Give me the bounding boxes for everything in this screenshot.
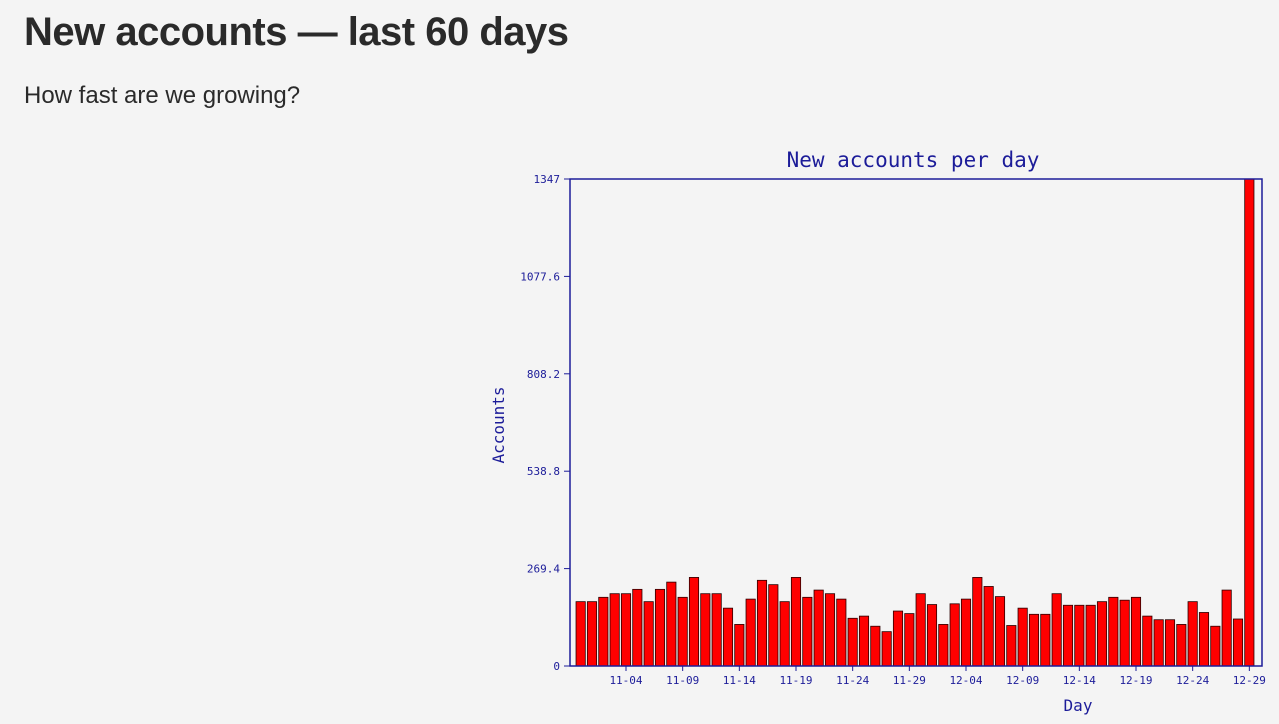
x-tick-label: 12-19 [1119, 674, 1152, 687]
bar-12-07 [994, 596, 1006, 667]
bar-11-15 [745, 598, 756, 667]
bar-12-03 [949, 603, 960, 667]
y-axis-label: Accounts [489, 386, 508, 463]
bar-12-28 [1232, 618, 1244, 667]
bar-chart: New accounts per day 0 269.4 538.8 808.2 107… [489, 148, 1266, 715]
bar-11-26 [870, 625, 881, 667]
bar-11-29 [904, 613, 915, 667]
x-tick-label: 11-19 [779, 674, 812, 687]
x-axis: 11-04 11-09 11-14 11-19 11-24 11-29 12-04 12-09… [609, 666, 1266, 687]
y-tick-label: 1347 [534, 173, 561, 186]
bar-12-21 [1153, 619, 1164, 667]
plot-area-frame [569, 178, 1263, 667]
bar-11-24 [847, 617, 858, 667]
bar-12-10 [1028, 613, 1040, 667]
bar-11-23 [836, 598, 847, 667]
bar-12-18 [1119, 599, 1130, 667]
bar-11-03 [609, 593, 620, 667]
bar-12-01 [926, 604, 938, 667]
bar-11-27 [881, 631, 892, 667]
bar-11-13 [722, 607, 734, 667]
y-tick-label: 538.8 [527, 465, 560, 478]
chart-title: New accounts per day [787, 148, 1040, 172]
x-tick-label: 11-04 [609, 674, 642, 687]
bar-12-23 [1176, 624, 1187, 667]
x-tick-label: 11-29 [893, 674, 926, 687]
bar-12-06 [983, 586, 994, 667]
x-tick-label: 11-09 [666, 674, 699, 687]
bar-12-11 [1040, 613, 1051, 667]
bar-11-10 [688, 577, 700, 667]
bar-11-25 [858, 615, 870, 667]
bar-11-04 [620, 593, 632, 667]
bar-10-31 [575, 601, 586, 667]
bar-12-14 [1074, 604, 1085, 667]
y-tick-label: 269.4 [527, 563, 560, 576]
bar-12-16 [1096, 601, 1108, 667]
bar-11-30 [915, 593, 926, 667]
bar-11-17 [768, 584, 779, 667]
y-tick-label: 1077.6 [520, 270, 560, 283]
bar-12-15 [1085, 604, 1096, 667]
x-tick-label: 11-24 [836, 674, 869, 687]
x-tick-label: 12-14 [1063, 674, 1096, 687]
bar-11-18 [779, 601, 790, 667]
bar-11-14 [734, 624, 745, 667]
bar-11-22 [824, 593, 836, 667]
bar-11-07 [654, 588, 666, 667]
bar-11-09 [677, 596, 688, 667]
chart-container: New accounts per day 0 269.4 538.8 808.2 107… [470, 135, 1279, 724]
bar-11-05 [632, 588, 643, 667]
bar-11-01 [586, 601, 598, 667]
bar-12-26 [1210, 625, 1221, 667]
bar-12-20 [1142, 615, 1153, 667]
bar-12-13 [1062, 604, 1074, 667]
x-tick-label: 12-29 [1233, 674, 1266, 687]
x-tick-label: 12-04 [949, 674, 982, 687]
x-axis-label: Day [1064, 696, 1093, 715]
x-tick-label: 12-24 [1176, 674, 1209, 687]
bar-12-05 [972, 577, 983, 667]
y-tick-label: 0 [553, 660, 560, 673]
y-tick-label: 808.2 [527, 368, 560, 381]
bar-12-08 [1006, 625, 1017, 667]
bar-11-11 [700, 593, 711, 667]
bar-12-04 [960, 598, 972, 667]
bar-11-28 [892, 610, 904, 667]
bar-11-12 [711, 593, 722, 667]
bar-12-19 [1130, 596, 1142, 667]
x-tick-label: 11-14 [723, 674, 756, 687]
bar-12-09 [1017, 607, 1028, 667]
bar-11-20 [802, 596, 813, 667]
bar-12-29 [1244, 178, 1255, 667]
bar-11-06 [643, 601, 654, 667]
bar-11-19 [790, 577, 802, 667]
bar-12-22 [1164, 619, 1176, 667]
bar-12-02 [938, 624, 949, 667]
bar-11-08 [666, 581, 677, 667]
page-subtitle: How fast are we growing? [24, 82, 301, 109]
x-tick-label: 12-09 [1006, 674, 1039, 687]
bar-12-12 [1051, 593, 1062, 667]
bar-12-25 [1198, 612, 1210, 667]
bar-12-27 [1221, 589, 1232, 667]
bar-11-16 [756, 579, 768, 667]
bar-12-24 [1187, 601, 1198, 667]
y-axis: 0 269.4 538.8 808.2 1077.6 1347 [520, 173, 570, 673]
bars-layer [575, 178, 1255, 667]
bar-11-21 [813, 589, 824, 667]
bar-12-17 [1108, 596, 1119, 667]
bar-11-02 [598, 596, 609, 667]
page-title: New accounts — last 60 days [24, 10, 569, 54]
